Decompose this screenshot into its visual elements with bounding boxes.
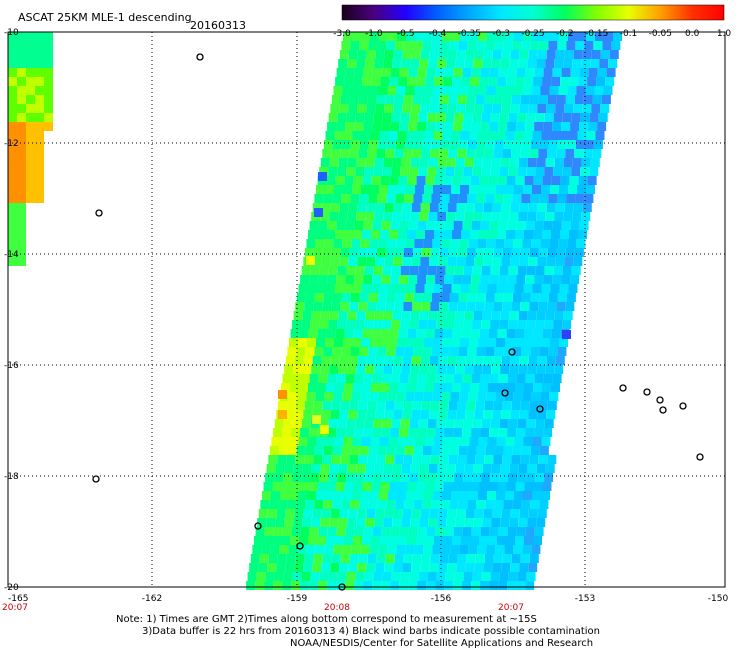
colorbar-tick-label: -3.0 xyxy=(333,29,351,39)
lon-label: -165 xyxy=(8,594,28,604)
colorbar-ramp xyxy=(341,4,725,21)
pass-time-label: 20:07 xyxy=(498,603,524,613)
island-outline xyxy=(254,522,262,530)
lon-label: -159 xyxy=(287,594,308,604)
island-outlines xyxy=(92,53,704,591)
colorbar-tick-label: -0.1 xyxy=(620,29,638,39)
lat-label: -10 xyxy=(4,28,19,38)
colorbar-tick-label: -0.3 xyxy=(492,29,510,39)
island-outline xyxy=(508,348,516,356)
colorbar-tick-label: 0.0 xyxy=(685,29,700,39)
lat-label: -18 xyxy=(4,472,19,482)
island-outline xyxy=(659,406,667,414)
product-date: 20160313 xyxy=(190,19,246,32)
swath-left xyxy=(8,32,53,266)
island-outline xyxy=(656,396,664,404)
colorbar-tick-label: -0.5 xyxy=(397,29,415,39)
swath-main xyxy=(246,32,622,590)
colorbar-tick-label: -0.15 xyxy=(585,29,608,39)
island-outline xyxy=(196,53,204,61)
island-outline xyxy=(92,475,100,483)
colorbar: -3.0 -1.0 -0.5 -0.4 -0.35 -0.3 -0.25 -0.2 -0.15 -… xyxy=(333,4,732,39)
product-title: ASCAT 25KM MLE-1 descending xyxy=(18,11,192,24)
island-outline xyxy=(643,388,651,396)
lat-label: -12 xyxy=(4,139,19,149)
colorbar-tick-label: -0.05 xyxy=(649,29,672,39)
lon-label: -150 xyxy=(708,594,729,604)
pass-time-label: 20:08 xyxy=(324,603,350,613)
colorbar-tick-label: -1.0 xyxy=(365,29,383,39)
colorbar-tick-label: -0.4 xyxy=(429,29,447,39)
island-outline xyxy=(679,402,687,410)
colorbar-tick-label: -0.2 xyxy=(556,29,574,39)
lat-label: -16 xyxy=(4,361,19,371)
note-line-1: Note: 1) Times are GMT 2)Times along bot… xyxy=(116,614,537,625)
graticule xyxy=(8,32,725,587)
colorbar-tick-label: -0.25 xyxy=(521,29,544,39)
island-outline xyxy=(296,542,304,550)
island-outline xyxy=(501,389,509,397)
island-outline xyxy=(619,384,627,392)
lat-label: -14 xyxy=(4,250,19,260)
island-outline xyxy=(95,209,103,217)
colorbar-tick-label: 1.0 xyxy=(717,29,732,39)
island-outline xyxy=(696,453,704,461)
axis-labels: -10 -12 -14 -16 -18 -20-165 -162 -159 -156 -153 -1… xyxy=(2,28,728,613)
lon-label: -156 xyxy=(431,594,452,604)
lon-label: -153 xyxy=(575,594,595,604)
lat-label: -20 xyxy=(4,583,19,593)
note-line-3: NOAA/NESDIS/Center for Satellite Applica… xyxy=(290,638,594,649)
lon-label: -162 xyxy=(142,594,162,604)
pass-time-label: 20:07 xyxy=(2,603,28,613)
map-frame xyxy=(7,31,726,588)
colorbar-tick-label: -0.35 xyxy=(458,29,481,39)
note-line-2: 3)Data buffer is 22 hrs from 20160313 4)… xyxy=(142,626,600,637)
island-outline xyxy=(536,405,544,413)
